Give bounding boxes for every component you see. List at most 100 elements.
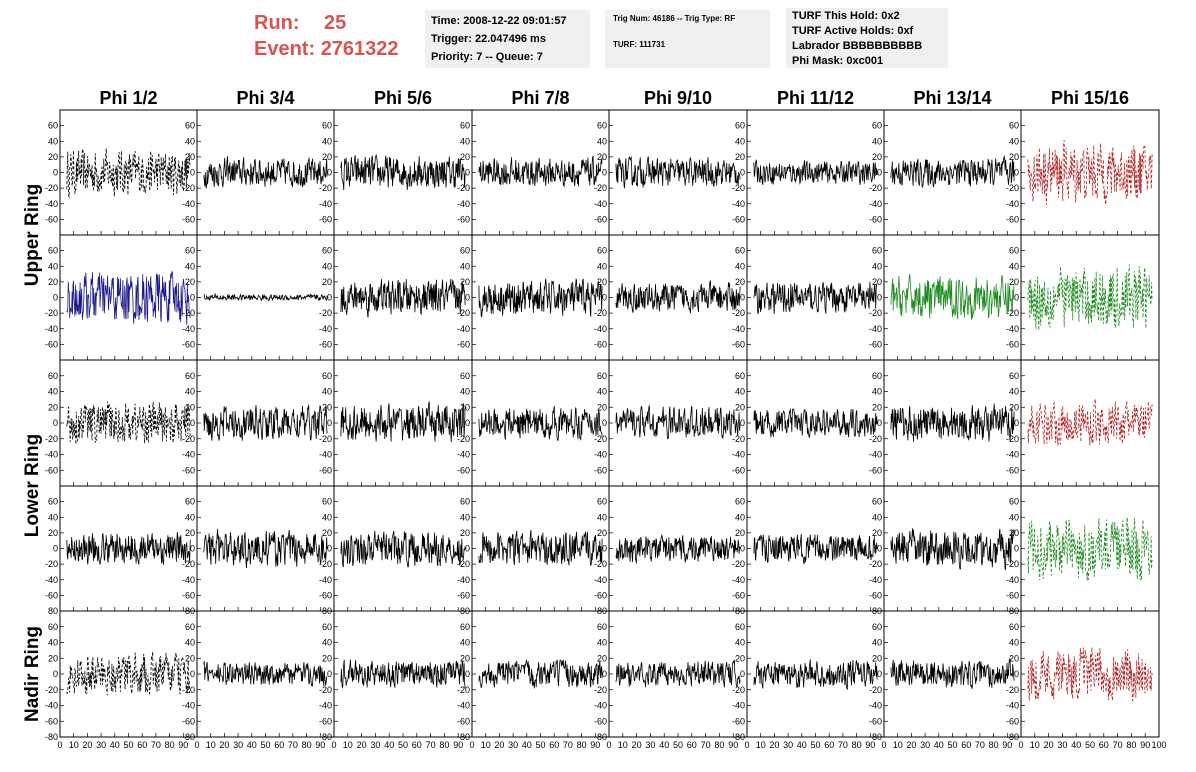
waveform-line xyxy=(615,533,741,564)
y-tick-label: -20 xyxy=(457,183,470,193)
x-tick-label: 60 xyxy=(549,740,559,750)
y-tick-label: -20 xyxy=(45,308,58,318)
y-tick-label: 40 xyxy=(185,387,195,397)
y-tick-label: 20 xyxy=(872,528,882,538)
y-tick-label: -40 xyxy=(732,199,745,209)
y-tick-label: -80 xyxy=(457,732,470,742)
y-tick-label: -60 xyxy=(319,339,332,349)
y-tick-label: -20 xyxy=(594,308,607,318)
x-tick-label: 0 xyxy=(744,740,749,750)
y-tick-label: -60 xyxy=(45,214,58,224)
x-tick-label: 0 xyxy=(881,740,886,750)
y-tick-label: -20 xyxy=(457,559,470,569)
y-tick-label: 40 xyxy=(872,387,882,397)
y-tick-label: -40 xyxy=(457,701,470,711)
y-tick-label: 20 xyxy=(597,653,607,663)
waveform-line xyxy=(66,270,191,325)
y-tick-label: -40 xyxy=(732,701,745,711)
x-tick-label: 90 xyxy=(1002,740,1012,750)
x-tick-label: 90 xyxy=(728,740,738,750)
x-tick-label: 0 xyxy=(331,740,336,750)
x-tick-label: 20 xyxy=(769,740,779,750)
y-tick-label: -80 xyxy=(45,732,58,742)
y-tick-label: 60 xyxy=(48,622,58,632)
y-tick-label: -40 xyxy=(869,575,882,585)
x-tick-label: 30 xyxy=(508,740,518,750)
x-tick-label: 0 xyxy=(606,740,611,750)
y-tick-label: 80 xyxy=(48,606,58,616)
x-tick-label: 70 xyxy=(1113,740,1123,750)
y-tick-label: -60 xyxy=(594,214,607,224)
waveform-line xyxy=(753,659,878,690)
trigger-info: Trig Num: 46186 -- Trig Type: RF TURF: 1… xyxy=(605,10,770,68)
x-tick-label: 70 xyxy=(426,740,436,750)
y-tick-label: -20 xyxy=(182,183,195,193)
y-tick-label: 20 xyxy=(460,277,470,287)
y-tick-label: -60 xyxy=(732,590,745,600)
phi-mask-text: Phi Mask: 0xc001 xyxy=(792,55,884,67)
y-tick-label: -20 xyxy=(1006,183,1019,193)
y-tick-label: 80 xyxy=(872,606,882,616)
waveform-line xyxy=(890,154,1015,188)
y-tick-label: -40 xyxy=(594,199,607,209)
y-tick-label: 60 xyxy=(597,246,607,256)
x-tick-label: 0 xyxy=(194,740,199,750)
y-tick-label: -60 xyxy=(594,590,607,600)
x-tick-label: 30 xyxy=(645,740,655,750)
y-tick-label: 0 xyxy=(740,168,745,178)
y-tick-label: -20 xyxy=(319,434,332,444)
x-tick-label: 30 xyxy=(920,740,930,750)
waveform-line xyxy=(753,159,878,185)
y-tick-label: 40 xyxy=(735,387,745,397)
column-title: Phi 1/2 xyxy=(99,88,157,108)
x-tick-label: 80 xyxy=(852,740,862,750)
column-title: Phi 7/8 xyxy=(511,88,569,108)
x-tick-label: 50 xyxy=(947,740,957,750)
waveform-line xyxy=(340,153,466,191)
y-tick-label: 0 xyxy=(53,669,58,679)
x-tick-label: 50 xyxy=(1085,740,1095,750)
y-tick-label: 20 xyxy=(1009,152,1019,162)
y-tick-label: -40 xyxy=(594,324,607,334)
y-tick-label: 60 xyxy=(1009,246,1019,256)
x-tick-label: 40 xyxy=(247,740,257,750)
y-tick-label: 20 xyxy=(597,528,607,538)
y-tick-label: -40 xyxy=(319,701,332,711)
x-tick-label: 10 xyxy=(69,740,79,750)
y-tick-label: -60 xyxy=(732,214,745,224)
y-tick-label: -60 xyxy=(732,465,745,475)
y-tick-label: -40 xyxy=(1006,199,1019,209)
x-tick-label: 60 xyxy=(1099,740,1109,750)
y-tick-label: -60 xyxy=(182,339,195,349)
x-tick-label: 20 xyxy=(906,740,916,750)
y-tick-label: -60 xyxy=(319,214,332,224)
y-tick-label: -60 xyxy=(594,716,607,726)
x-tick-label: 30 xyxy=(233,740,243,750)
x-tick-label: 20 xyxy=(632,740,642,750)
y-tick-label: -20 xyxy=(732,183,745,193)
y-tick-label: 40 xyxy=(460,387,470,397)
y-tick-label: 20 xyxy=(597,152,607,162)
x-tick-label: 20 xyxy=(82,740,92,750)
waveform-line xyxy=(203,292,328,302)
y-tick-label: -20 xyxy=(869,685,882,695)
x-tick-label: 60 xyxy=(687,740,697,750)
y-tick-label: 20 xyxy=(872,152,882,162)
y-tick-label: -60 xyxy=(594,339,607,349)
waveform-line xyxy=(1027,517,1153,582)
y-tick-label: -20 xyxy=(732,434,745,444)
x-tick-label: 80 xyxy=(439,740,449,750)
y-tick-label: 40 xyxy=(460,638,470,648)
x-tick-label: 40 xyxy=(1071,740,1081,750)
x-tick-label: 60 xyxy=(961,740,971,750)
waveform-line xyxy=(66,401,191,445)
waveform-line xyxy=(753,408,878,438)
y-tick-label: -80 xyxy=(1006,732,1019,742)
y-tick-label: 40 xyxy=(597,638,607,648)
y-tick-label: 40 xyxy=(597,387,607,397)
y-tick-label: 0 xyxy=(877,293,882,303)
y-tick-label: -40 xyxy=(319,575,332,585)
y-tick-label: 0 xyxy=(465,544,470,554)
waveform-line xyxy=(340,401,466,443)
y-tick-label: 20 xyxy=(322,653,332,663)
